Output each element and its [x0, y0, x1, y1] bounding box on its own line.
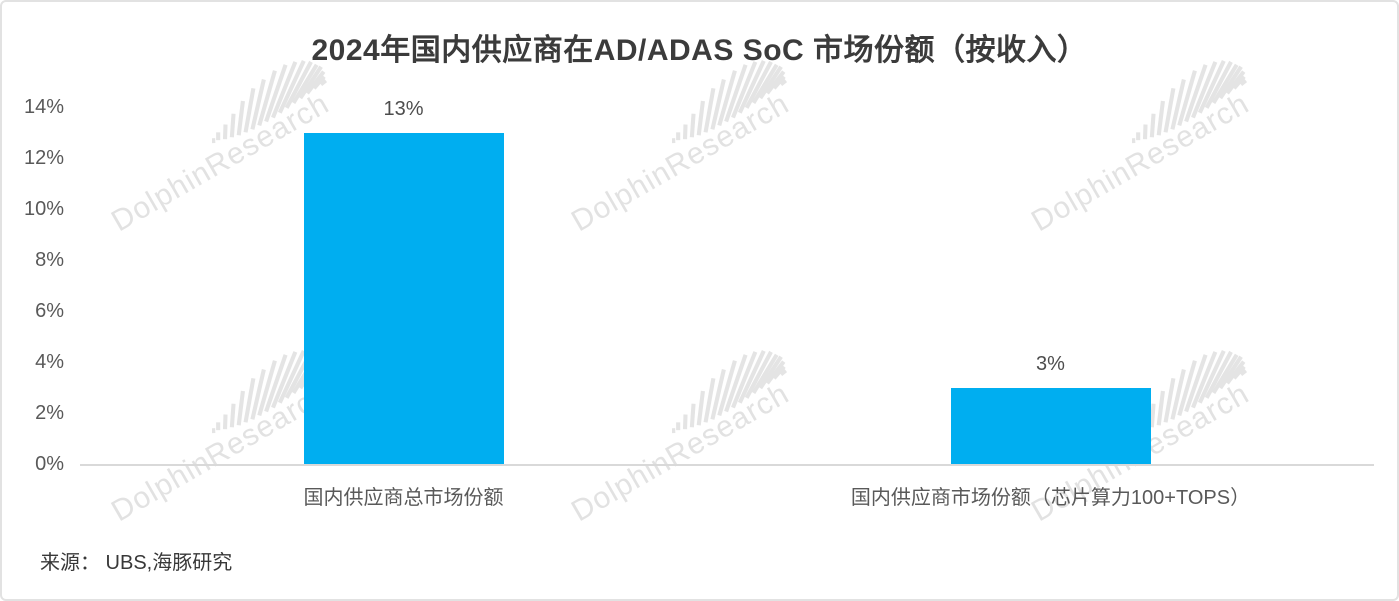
y-tick-label: 4% — [35, 351, 64, 373]
category-label-domestic-total: 国内供应商总市场份额 — [303, 487, 504, 509]
bar-value-label: 3% — [1036, 352, 1065, 375]
x-axis-line — [80, 464, 1374, 466]
y-tick-label: 10% — [23, 198, 64, 220]
y-tick-label: 2% — [35, 402, 64, 424]
y-tick-label: 8% — [35, 249, 64, 271]
bar-group-100tops: 3% 国内供应商市场份额（芯片算力100+TOPS） — [851, 107, 1250, 510]
y-tick-label: 6% — [35, 300, 64, 322]
bar-value-label: 13% — [383, 97, 424, 120]
plot-area: 13% 国内供应商总市场份额 3% 国内供应商市场份额（芯片算力100+TOPS… — [80, 98, 1374, 510]
y-tick-label: 12% — [23, 147, 64, 169]
category-label-100tops: 国内供应商市场份额（芯片算力100+TOPS） — [850, 487, 1251, 509]
y-tick-label: 14% — [23, 96, 64, 118]
y-axis: 0% 2% 4% 6% 8% 10% 12% 14% — [2, 96, 64, 475]
bar-domestic-share-100tops — [950, 387, 1151, 464]
chart-title: 2024年国内供应商在AD/ADAS SoC 市场份额（按收入） — [311, 34, 1088, 67]
y-tick-label: 0% — [35, 453, 64, 475]
source-note: 来源： UBS,海豚研究 — [40, 552, 233, 574]
bar-group-domestic-total: 13% 国内供应商总市场份额 — [303, 98, 504, 509]
bar-domestic-total-share — [303, 132, 504, 464]
